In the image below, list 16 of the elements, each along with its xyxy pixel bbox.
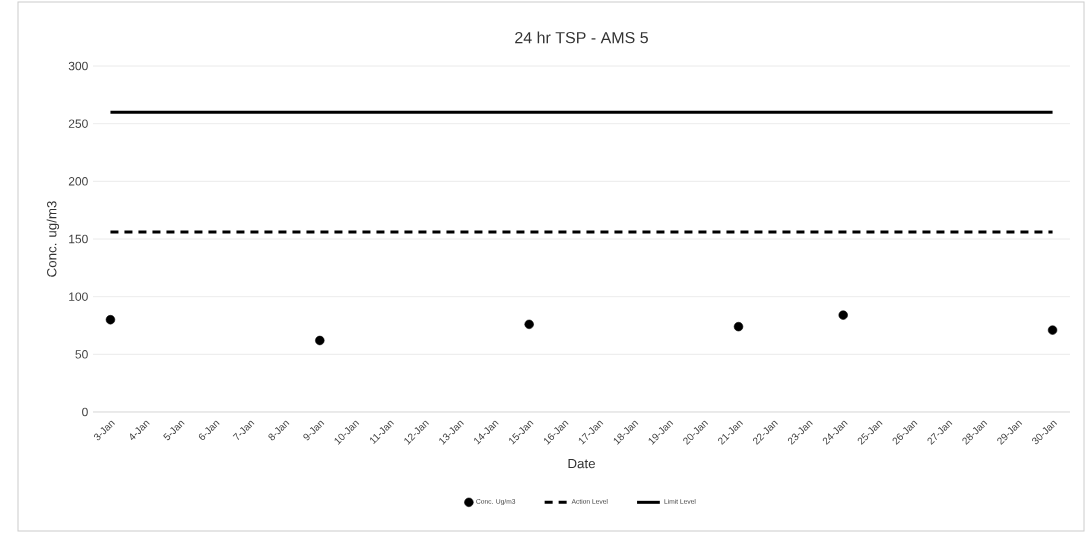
point xyxy=(1047,325,1058,335)
y-tick-label: 250 xyxy=(68,119,88,128)
y-axis-title: Conc. ug/m3 xyxy=(46,201,60,277)
y-tick-label: 0 xyxy=(82,407,88,417)
point xyxy=(838,310,848,320)
y-tick-label: 300 xyxy=(68,61,88,71)
y-tick-label: 50 xyxy=(75,350,88,359)
point xyxy=(105,315,116,325)
point xyxy=(733,321,744,332)
chart-title: 24 hr TSP - AMS 5 xyxy=(515,31,648,44)
y-tick-label: 150 xyxy=(69,234,88,244)
y-tick-label: 100 xyxy=(69,292,88,301)
point xyxy=(315,335,325,346)
y-tick-label: 200 xyxy=(68,177,88,186)
x-axis-title: Date xyxy=(568,458,595,469)
point xyxy=(524,319,534,330)
